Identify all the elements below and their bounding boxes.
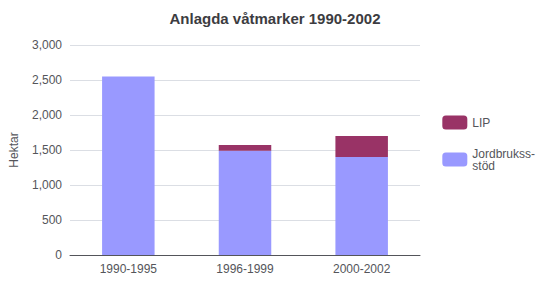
svg-text:1,500: 1,500 — [32, 143, 62, 157]
svg-text:3,000: 3,000 — [32, 38, 62, 52]
svg-text:500: 500 — [42, 213, 62, 227]
svg-text:Jordbrukss-: Jordbrukss- — [472, 146, 535, 161]
svg-text:1,000: 1,000 — [32, 178, 62, 192]
svg-text:Hektar: Hektar — [7, 132, 21, 167]
svg-text:Anlagda våtmarker 1990-2002: Anlagda våtmarker 1990-2002 — [170, 10, 381, 27]
svg-text:1990-1995: 1990-1995 — [100, 262, 158, 276]
svg-text:2000-2002: 2000-2002 — [333, 262, 391, 276]
svg-text:2,500: 2,500 — [32, 73, 62, 87]
svg-text:2,000: 2,000 — [32, 108, 62, 122]
svg-text:0: 0 — [55, 248, 62, 262]
svg-text:1996-1999: 1996-1999 — [216, 262, 274, 276]
svg-text:LIP: LIP — [472, 116, 490, 130]
svg-text:stöd: stöd — [472, 159, 495, 173]
